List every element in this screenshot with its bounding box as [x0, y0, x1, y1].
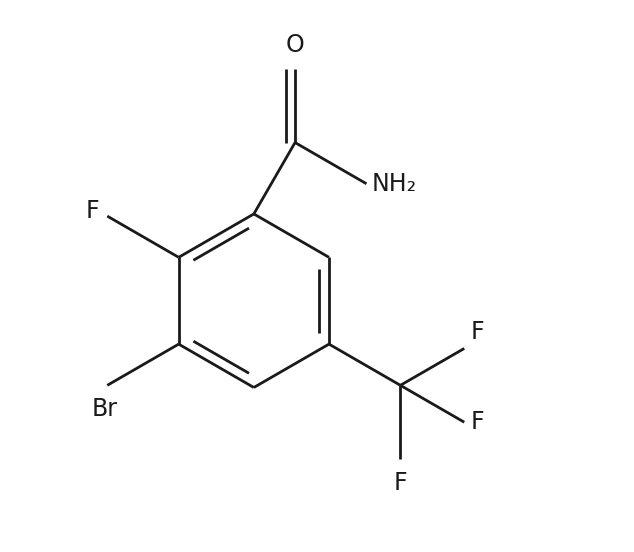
Text: NH₂: NH₂ [372, 172, 417, 196]
Text: F: F [86, 199, 99, 222]
Text: F: F [394, 471, 407, 495]
Text: Br: Br [91, 397, 117, 421]
Text: F: F [471, 410, 484, 434]
Text: F: F [471, 320, 484, 344]
Text: O: O [286, 33, 304, 57]
